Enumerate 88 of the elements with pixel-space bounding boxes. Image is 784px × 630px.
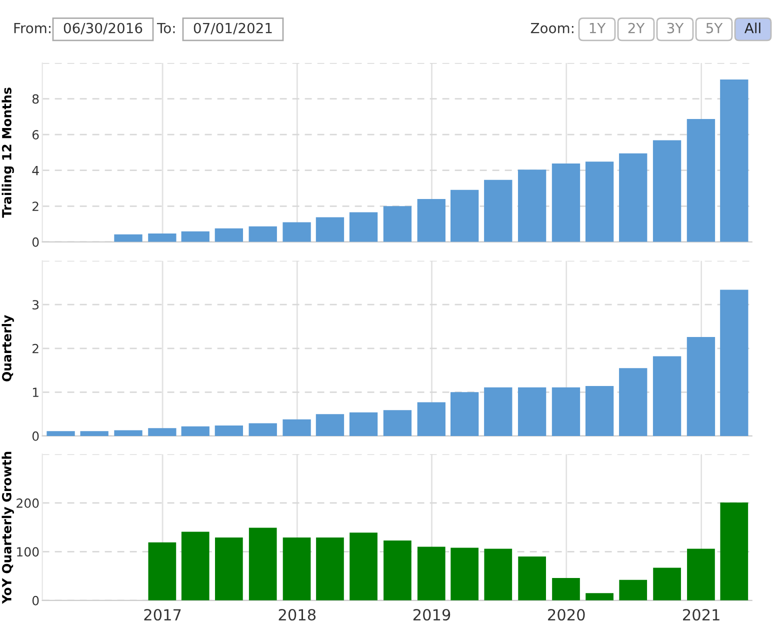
bar: [552, 164, 580, 242]
bar: [181, 532, 210, 600]
bar: [282, 222, 311, 242]
x-tick-label: 2017: [144, 608, 181, 621]
bar: [652, 140, 682, 242]
y-tick-label: 4: [32, 166, 39, 176]
bar: [552, 387, 580, 436]
text: 5Y: [706, 23, 723, 34]
bar: [383, 410, 412, 436]
bar: [619, 153, 648, 242]
bar: [484, 387, 512, 436]
bar: [653, 568, 681, 600]
bar: [417, 546, 446, 600]
bar: [282, 538, 311, 600]
bar: [586, 593, 614, 600]
text: 07/01/2021: [194, 22, 272, 34]
y-tick-label: 0: [32, 237, 39, 247]
y-axis-title: Trailing 12 Months: [2, 88, 14, 218]
y-axis-title: YoY Quarterly Growth: [2, 452, 14, 604]
bar: [181, 231, 210, 242]
bar: [686, 119, 716, 242]
bar: [518, 556, 546, 600]
bar: [619, 580, 648, 600]
y-tick-label: 1: [32, 388, 38, 397]
y-tick-label: 3: [32, 300, 39, 310]
bar: [417, 198, 446, 242]
bar: [114, 234, 142, 242]
bar: [148, 542, 176, 600]
bar: [215, 538, 243, 600]
x-tick-label: 2018: [278, 608, 316, 621]
y-tick-label: 6: [32, 130, 39, 140]
y-tick-label: 0: [32, 431, 39, 441]
bar: [585, 386, 614, 436]
bar: [552, 578, 580, 600]
bar: [652, 356, 682, 436]
bar: [316, 414, 344, 436]
text: 3Y: [667, 22, 684, 34]
bar: [248, 528, 277, 600]
y-tick-label: 200: [16, 498, 39, 508]
bar: [383, 206, 412, 242]
bar: [214, 425, 244, 436]
y-tick-label: 0: [32, 596, 39, 606]
text: 06/30/2016: [64, 22, 142, 34]
text: All: [744, 22, 760, 34]
bar: [148, 428, 176, 436]
bar: [384, 540, 412, 600]
bar: [619, 368, 648, 436]
bar: [720, 290, 748, 436]
bar: [518, 387, 546, 436]
x-tick-label: 2020: [548, 608, 585, 621]
text: 1Y: [590, 23, 606, 34]
bar: [686, 337, 716, 436]
x-tick-label: 2019: [413, 608, 450, 621]
text: Zoom:: [530, 23, 574, 34]
bar: [484, 180, 512, 242]
bar: [450, 548, 479, 600]
bar: [349, 412, 378, 436]
text: 2Y: [628, 22, 645, 34]
bar: [450, 392, 479, 436]
text: To:: [156, 23, 175, 34]
text: From:: [14, 23, 50, 34]
bar: [350, 532, 378, 600]
x-tick-label: 2021: [683, 608, 720, 621]
bar: [46, 431, 75, 436]
bar: [114, 430, 142, 436]
y-axis-title: Quarterly: [2, 315, 14, 382]
bar: [316, 217, 344, 242]
bar: [687, 548, 715, 600]
bar: [720, 502, 748, 600]
bar: [248, 423, 277, 436]
bar: [484, 548, 512, 600]
bar: [417, 402, 446, 436]
bar: [316, 538, 344, 600]
bar: [450, 190, 479, 242]
bar: [518, 170, 546, 242]
bar: [248, 226, 277, 242]
y-tick-label: 2: [32, 202, 38, 211]
bar: [720, 79, 748, 242]
y-tick-label: 100: [17, 547, 39, 557]
y-tick-label: 8: [32, 94, 39, 104]
bar: [282, 419, 311, 436]
bar: [214, 228, 244, 242]
bar: [585, 162, 614, 242]
bar: [148, 234, 176, 242]
bar: [349, 212, 378, 242]
y-tick-label: 2: [32, 344, 38, 354]
bar: [80, 431, 108, 436]
bar: [181, 426, 210, 436]
